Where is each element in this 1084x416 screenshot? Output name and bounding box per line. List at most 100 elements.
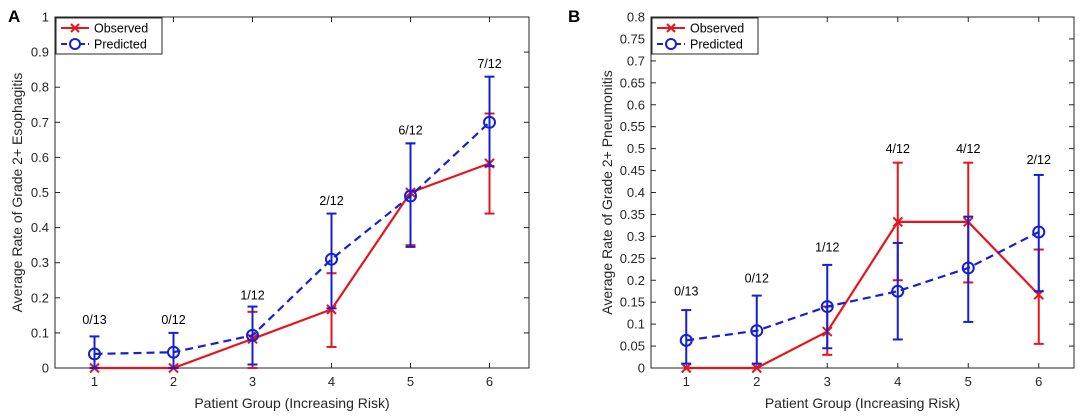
data-point-circle-marker xyxy=(961,261,975,275)
series-line xyxy=(94,162,490,370)
y-tick-label: 0.25 xyxy=(620,251,645,266)
y-tick-label: 0 xyxy=(638,361,645,376)
count-annotation: 1/12 xyxy=(815,241,839,255)
count-annotation: 0/13 xyxy=(674,285,698,299)
data-point-circle-marker xyxy=(750,324,764,338)
data-point-circle-marker xyxy=(246,328,259,342)
x-tick-label: 5 xyxy=(407,374,414,389)
panel-b: 1 2 3 4 5 6 0 0.05 0.1 0.15 0.2 0.25 0.3 0.35 0.4 0.45 0… xyxy=(568,7,1075,411)
series-line xyxy=(686,231,1040,342)
legend-marker xyxy=(70,23,80,33)
data-point-circle-marker xyxy=(679,333,693,347)
legend-marker xyxy=(665,38,677,50)
y-tick-label: 0.7 xyxy=(627,53,645,68)
count-annotation: 0/12 xyxy=(161,313,185,327)
x-tick-label: 4 xyxy=(894,374,901,389)
count-annotation: 2/12 xyxy=(319,194,343,208)
y-tick-label: 0.4 xyxy=(627,185,645,200)
y-tick-label: 0.5 xyxy=(627,141,645,156)
data-point-circle-marker xyxy=(1032,225,1046,239)
series-line xyxy=(94,121,491,356)
series-predicted xyxy=(679,173,1046,365)
legend-label: Predicted xyxy=(690,38,743,52)
x-tick-label: 3 xyxy=(824,374,831,389)
x-tick-label: 3 xyxy=(249,374,256,389)
data-point-x-marker xyxy=(681,362,692,374)
x-tick-label: 2 xyxy=(170,374,177,389)
legend-label: Predicted xyxy=(94,38,147,52)
x-tick-label: 5 xyxy=(965,374,972,389)
legend-entry-predicted: Predicted xyxy=(657,38,743,52)
y-tick-label: 0.15 xyxy=(620,295,645,310)
x-tick-label: 6 xyxy=(1035,374,1042,389)
y-tick-label: 0.1 xyxy=(31,325,49,340)
y-tick-label: 0.9 xyxy=(31,45,49,60)
marker-stroke xyxy=(681,362,692,374)
y-tick-label: 0 xyxy=(42,361,49,376)
data-point-x-marker xyxy=(892,216,903,228)
data-point-circle-marker xyxy=(88,347,101,361)
legend-label: Observed xyxy=(94,22,148,36)
count-annotation: 4/12 xyxy=(956,142,980,156)
y-tick-label: 0.2 xyxy=(31,290,49,305)
legend-entry-predicted: Predicted xyxy=(61,38,147,52)
x-tick-label: 2 xyxy=(753,374,760,389)
count-annotation: 4/12 xyxy=(886,142,910,156)
y-tick-label: 0.35 xyxy=(620,207,645,222)
series-line xyxy=(686,220,1040,370)
y-tick-label: 0.4 xyxy=(31,220,49,235)
count-annotation: 7/12 xyxy=(477,57,501,71)
y-tick-label: 0.6 xyxy=(31,150,49,165)
legend-marker xyxy=(666,23,676,33)
count-annotation: 0/13 xyxy=(82,313,106,327)
data-point-circle-marker xyxy=(820,300,834,314)
y-tick-label: 0.6 xyxy=(627,97,645,112)
y-tick-label: 0.3 xyxy=(31,255,49,270)
data-point-circle-marker xyxy=(167,345,180,359)
y-tick-label: 0.3 xyxy=(627,229,645,244)
data-point-circle-marker xyxy=(483,115,496,129)
data-point-circle-marker xyxy=(404,189,417,203)
legend-marker xyxy=(69,38,81,50)
y-axis-label: Average Rate of Grade 2+ Esophagitis xyxy=(9,73,25,313)
x-axis-label: Patient Group (Increasing Risk) xyxy=(765,395,960,411)
y-tick-label: 0.7 xyxy=(31,115,49,130)
data-point-circle-marker xyxy=(325,252,338,266)
legend-entry-observed: Observed xyxy=(61,22,148,36)
y-tick-label: 0.1 xyxy=(627,317,645,332)
series-predicted xyxy=(88,75,496,369)
y-axis-label: Average Rate of Grade 2+ Pneumonitis xyxy=(599,70,615,315)
x-tick-label: 1 xyxy=(683,374,690,389)
legend: Observed Predicted xyxy=(55,17,163,55)
data-point-circle-marker xyxy=(891,284,905,298)
legend-entry-observed: Observed xyxy=(657,22,744,36)
count-annotation: 6/12 xyxy=(398,124,422,138)
y-tick-label: 0.45 xyxy=(620,163,645,178)
y-tick-label: 0.05 xyxy=(620,339,645,354)
panel-label: A xyxy=(8,7,20,26)
y-tick-label: 0.5 xyxy=(31,185,49,200)
y-tick-label: 0.65 xyxy=(620,75,645,90)
data-point-x-marker xyxy=(326,304,337,315)
x-tick-label: 6 xyxy=(486,374,493,389)
legend: Observed Predicted xyxy=(651,17,759,55)
marker-stroke xyxy=(326,304,337,315)
plot-area xyxy=(650,16,1075,369)
y-tick-label: 0.55 xyxy=(620,119,645,134)
panel-a: 1 2 3 4 5 6 0 0.1 0.2 0.3 0.4 0.5 0.6 0.7 0.8 0.9 1 Patie… xyxy=(8,7,530,411)
count-annotation: 1/12 xyxy=(240,289,264,303)
legend-label: Observed xyxy=(690,22,744,36)
data-point-x-marker xyxy=(751,362,762,374)
x-tick-label: 4 xyxy=(328,374,335,389)
plot-area xyxy=(54,16,530,369)
y-tick-label: 1 xyxy=(42,10,49,25)
panel-label: B xyxy=(568,7,580,26)
count-annotation: 0/12 xyxy=(745,271,769,285)
marker-stroke xyxy=(751,362,762,374)
y-tick-label: 0.8 xyxy=(31,80,49,95)
x-axis-label: Patient Group (Increasing Risk) xyxy=(194,395,389,411)
y-tick-label: 0.8 xyxy=(627,10,645,25)
y-tick-label: 0.2 xyxy=(627,273,645,288)
marker-stroke xyxy=(892,216,903,228)
